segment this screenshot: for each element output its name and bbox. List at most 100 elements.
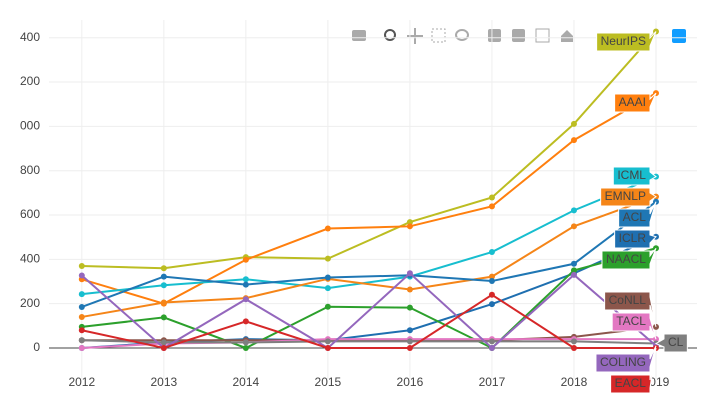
hover-label: AAAI	[614, 92, 657, 113]
data-point	[324, 274, 331, 281]
data-point	[242, 339, 249, 346]
hover-label-box	[614, 229, 657, 249]
y-tick-label: 200	[20, 296, 40, 310]
series-line	[81, 30, 657, 270]
data-point	[160, 273, 167, 280]
data-point	[570, 120, 577, 127]
y-tick-label: 200	[20, 74, 40, 88]
data-point	[160, 344, 167, 351]
data-point	[488, 249, 495, 256]
data-point	[78, 262, 85, 269]
data-point	[570, 223, 577, 230]
data-point	[488, 301, 495, 308]
hover-label-text: ICLR	[619, 231, 647, 245]
reset-icon[interactable]	[561, 30, 573, 42]
data-point	[324, 225, 331, 232]
y-tick-label: 800	[20, 163, 40, 177]
plotly-logo[interactable]	[672, 29, 686, 43]
data-point	[160, 339, 167, 346]
hover-label: ICLR	[614, 229, 657, 249]
data-point	[570, 338, 577, 345]
hover-label-text: ACL	[623, 210, 647, 224]
camera-icon[interactable]	[352, 30, 366, 41]
hover-label-box	[612, 166, 657, 186]
series-line	[81, 293, 656, 350]
hover-label-box	[614, 92, 657, 113]
data-point	[488, 278, 495, 285]
y-tick-label: 000	[20, 119, 40, 133]
data-point	[406, 219, 413, 226]
autoscale-icon[interactable]	[535, 28, 550, 43]
data-point	[242, 296, 249, 303]
data-point	[160, 265, 167, 272]
hover-label-box	[604, 291, 657, 328]
hover-label: NAACL	[601, 247, 657, 270]
hover-label-text: CL	[668, 335, 684, 349]
hover-label: NeurIPS	[596, 31, 657, 52]
hover-label: CoNLL	[604, 291, 657, 328]
zoom-icon[interactable]	[384, 29, 396, 41]
data-point	[324, 303, 331, 310]
hover-label-box	[610, 347, 657, 394]
hover-label-text: EACL	[615, 376, 647, 390]
hover-label-box	[618, 201, 657, 228]
data-point	[406, 304, 413, 311]
data-point	[406, 344, 413, 351]
hover-label-text: AAAI	[619, 95, 646, 109]
data-point	[488, 203, 495, 210]
data-point	[406, 338, 413, 345]
data-point	[324, 255, 331, 262]
data-point	[242, 281, 249, 288]
y-tick-label: 600	[20, 207, 40, 221]
data-point	[570, 267, 577, 274]
hover-label-box	[611, 312, 657, 340]
data-point	[406, 270, 413, 277]
hover-label-text: TACL	[616, 314, 646, 328]
data-point	[570, 137, 577, 144]
modebar	[352, 28, 686, 44]
data-point	[242, 276, 249, 283]
data-point	[406, 223, 413, 230]
data-point	[78, 327, 85, 334]
lasso-icon[interactable]	[455, 29, 469, 41]
data-point	[570, 260, 577, 267]
data-point	[488, 194, 495, 201]
hover-label: TACL	[611, 312, 657, 340]
zoom-in-icon[interactable]	[488, 29, 501, 42]
data-point	[78, 272, 85, 279]
x-tick-label: 2013	[150, 375, 177, 389]
data-point	[160, 299, 167, 306]
data-point	[488, 291, 495, 298]
hover-label-text: NeurIPS	[601, 34, 646, 48]
y-tick-label: 400	[20, 30, 40, 44]
data-point	[570, 271, 577, 278]
hover-label-box	[595, 345, 657, 373]
data-point	[570, 207, 577, 214]
x-tick-label: 2017	[479, 375, 506, 389]
hover-label-box	[601, 247, 657, 270]
series-line	[81, 200, 657, 308]
hover-label-text: EMNLP	[605, 189, 646, 203]
data-point	[324, 338, 331, 345]
y-tick-label: 0	[33, 340, 40, 354]
x-tick-label: 2012	[68, 375, 95, 389]
hover-label: CL	[654, 333, 688, 353]
data-point	[78, 303, 85, 310]
hover-label-text: NAACL	[606, 252, 646, 266]
data-point	[242, 318, 249, 325]
pan-icon[interactable]	[407, 28, 423, 44]
y-tick-label: 400	[20, 252, 40, 266]
hover-label: ACL	[618, 201, 657, 228]
data-point	[160, 314, 167, 321]
select-icon[interactable]	[431, 28, 446, 43]
hover-label: EACL	[610, 347, 657, 394]
hover-label: COLING	[595, 345, 657, 373]
series-line	[81, 92, 657, 305]
series-line	[81, 175, 657, 296]
zoom-out-icon[interactable]	[512, 29, 525, 42]
hover-label-text: COLING	[600, 355, 646, 369]
data-point	[160, 282, 167, 289]
series-line	[81, 235, 657, 349]
data-point	[78, 337, 85, 344]
data-point	[324, 285, 331, 292]
